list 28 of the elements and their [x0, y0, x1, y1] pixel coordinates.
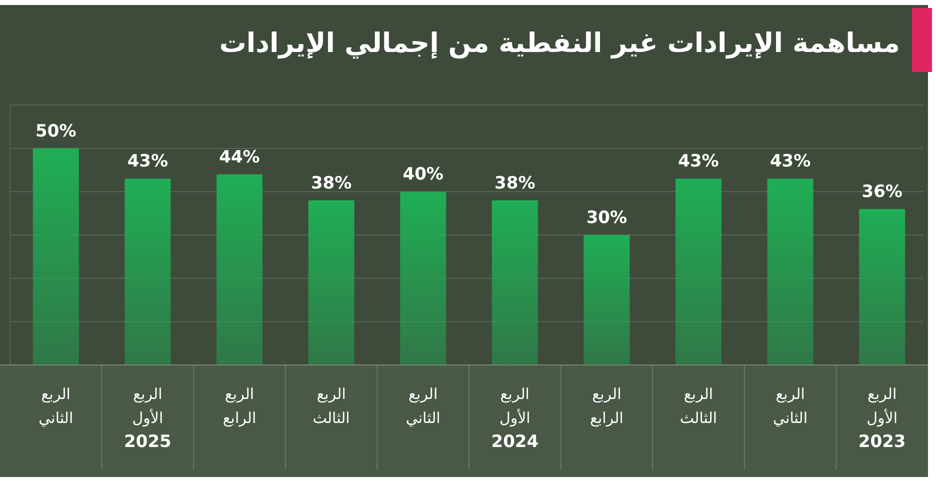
- bar: [32, 148, 79, 365]
- x-tick-label: الربع الثاني: [38, 385, 74, 427]
- data-label: 36%: [862, 182, 902, 202]
- data-label: 38%: [310, 173, 352, 194]
- bar: [859, 209, 906, 365]
- x-tick-label: الربع الثاني: [773, 385, 808, 427]
- bar: [308, 200, 354, 365]
- bar: [676, 178, 722, 365]
- data-label: 38%: [494, 173, 536, 194]
- data-label: 43%: [678, 152, 719, 172]
- x-tick-label: الربع الثاني: [406, 385, 440, 427]
- bar: [216, 174, 262, 365]
- data-label: 30%: [586, 208, 628, 228]
- bar: [400, 192, 446, 365]
- data-label: 44%: [219, 147, 260, 168]
- x-tick-label: الربع الثالث: [312, 385, 350, 427]
- bar: [492, 200, 538, 365]
- x-tick-label: الربع الرابع: [590, 385, 624, 427]
- data-label: 40%: [402, 164, 444, 185]
- data-label: 43%: [770, 152, 811, 172]
- x-tick-label: الربع الرابع: [222, 385, 256, 427]
- bar: [767, 178, 814, 365]
- bar: [124, 178, 171, 365]
- data-label: 43%: [127, 152, 168, 172]
- data-label: 50%: [36, 121, 76, 142]
- bar: [584, 235, 630, 365]
- chart-title: مساهمة الإيرادات غير النفطية من إجمالي الإيرادات: [219, 28, 900, 59]
- x-tick-label: الربع الثالث: [680, 385, 718, 427]
